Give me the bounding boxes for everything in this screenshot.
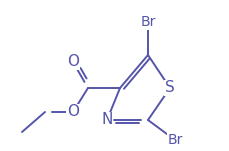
Text: O: O (67, 55, 79, 69)
Text: S: S (164, 80, 174, 95)
Text: Br: Br (166, 133, 182, 147)
Text: Br: Br (140, 15, 155, 29)
Text: N: N (101, 112, 112, 127)
Text: O: O (67, 104, 79, 119)
